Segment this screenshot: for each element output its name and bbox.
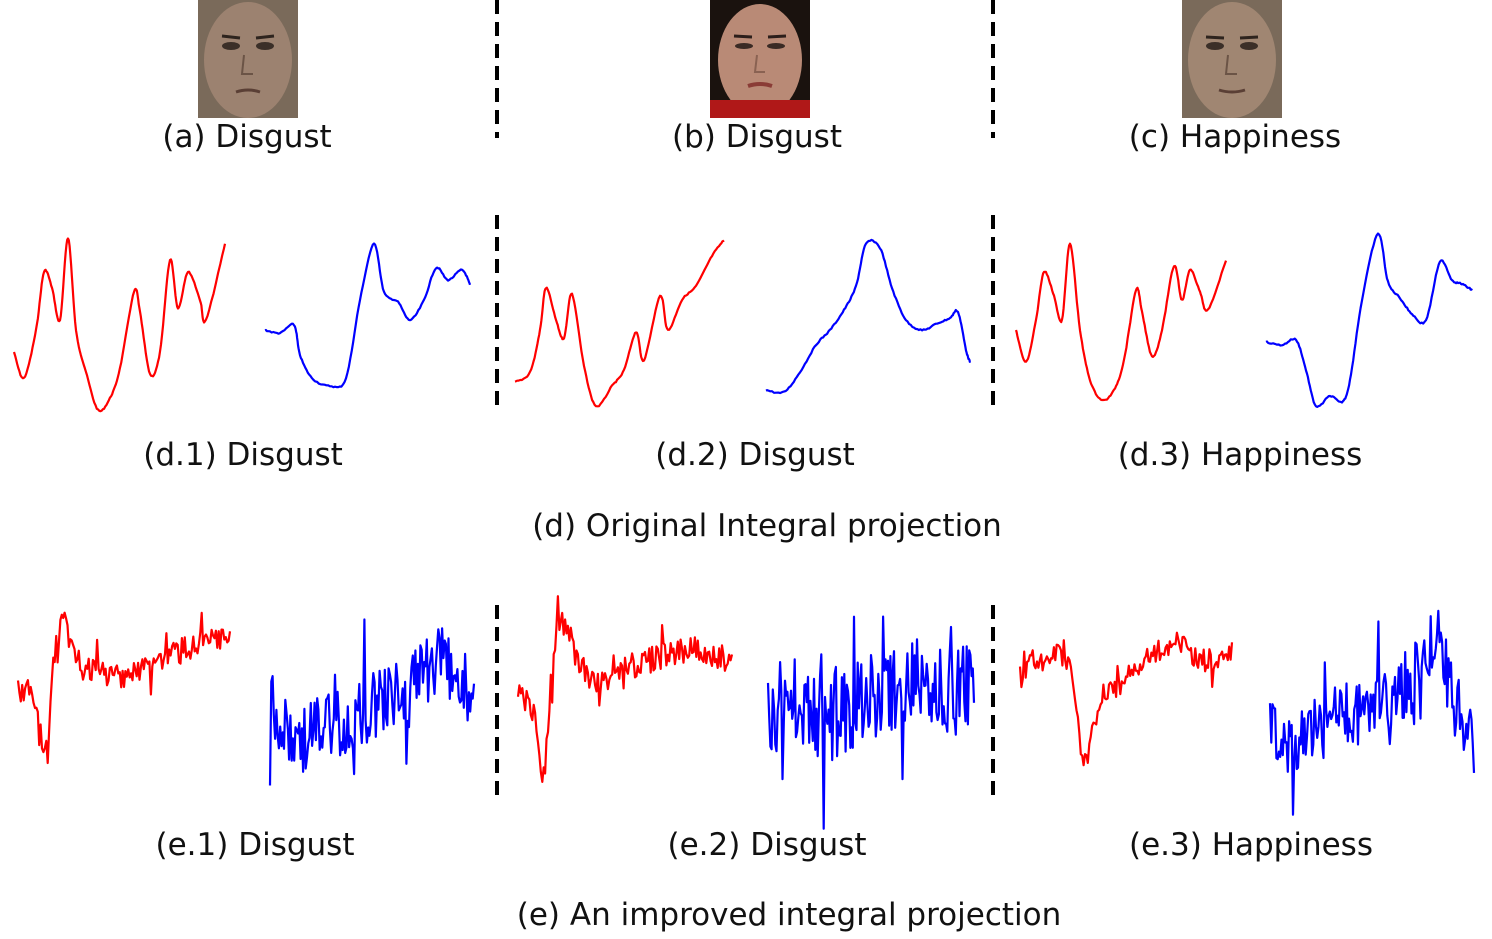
face-image-b	[710, 0, 810, 118]
trace-e1-vertical	[268, 618, 476, 786]
caption-e3: (e.3) Happiness	[1129, 827, 1373, 863]
title-d: (d) Original Integral projection	[532, 508, 1002, 544]
caption-e2: (e.2) Disgust	[667, 827, 867, 863]
face-image-c	[1182, 0, 1282, 118]
caption-d2: (d.2) Disgust	[655, 437, 855, 473]
face-image-a	[198, 0, 298, 118]
title-e: (e) An improved integral projection	[516, 897, 1062, 933]
trace-e1-horizontal	[16, 611, 232, 765]
trace-d3-horizontal	[1014, 242, 1228, 402]
trace-e2-horizontal	[516, 595, 734, 784]
trace-d2-vertical	[765, 238, 972, 395]
trace-d2-horizontal	[514, 239, 725, 408]
caption-a: (a) Disgust	[162, 119, 332, 155]
trace-e3-vertical	[1268, 609, 1476, 816]
caption-c: (c) Happiness	[1128, 119, 1342, 155]
trace-d3-vertical	[1265, 232, 1473, 408]
trace-d1-vertical	[264, 242, 472, 389]
caption-b: (b) Disgust	[672, 119, 842, 155]
trace-e2-vertical	[766, 615, 976, 830]
caption-d3: (d.3) Happiness	[1117, 437, 1363, 473]
trace-d1-horizontal	[12, 237, 227, 413]
trace-e3-horizontal	[1018, 631, 1234, 767]
caption-e1: (e.1) Disgust	[155, 827, 355, 863]
caption-d1: (d.1) Disgust	[143, 437, 343, 473]
